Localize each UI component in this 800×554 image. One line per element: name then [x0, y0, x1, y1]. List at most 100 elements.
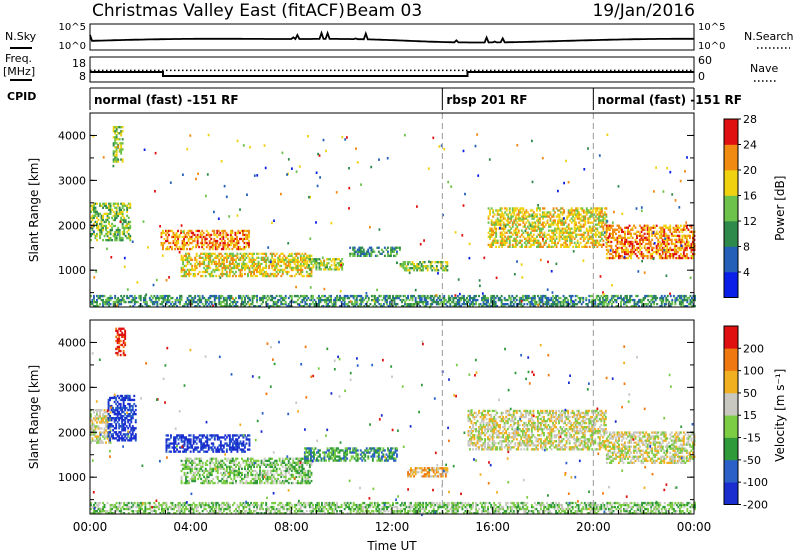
echo-cell	[121, 204, 124, 207]
echo-cell	[191, 300, 194, 304]
echo-cell	[618, 234, 620, 238]
echo-cell	[154, 151, 157, 155]
echo-cell	[516, 233, 519, 236]
echo-cell	[124, 404, 127, 408]
echo-cell	[265, 260, 268, 264]
echo-cell	[496, 211, 499, 214]
echo-cell	[521, 296, 524, 300]
echo-cell	[130, 298, 133, 302]
echo-cell	[199, 231, 202, 235]
echo-cell	[664, 248, 667, 252]
echo-cell	[114, 206, 117, 209]
echo-cell	[554, 239, 557, 242]
echo-cell	[286, 173, 288, 176]
echo-cell	[584, 215, 587, 218]
echo-cell	[127, 433, 130, 436]
echo-cell	[248, 270, 251, 274]
echo-cell	[628, 232, 631, 236]
echo-cell	[689, 234, 691, 238]
echo-cell	[181, 241, 184, 245]
echo-cell	[94, 409, 97, 412]
echo-cell	[259, 296, 262, 300]
echo-cell	[496, 209, 499, 212]
echo-cell	[269, 258, 272, 262]
echo-cell	[619, 242, 622, 246]
echo-cell	[234, 245, 237, 249]
echo-cell	[124, 234, 127, 238]
echo-cell	[500, 303, 503, 306]
echo-cell	[186, 298, 189, 302]
echo-cell	[548, 223, 550, 226]
echo-cell	[109, 230, 112, 234]
echo-cell	[539, 221, 541, 224]
echo-cell	[296, 252, 299, 256]
echo-cell	[651, 248, 654, 252]
echo-cell	[115, 425, 118, 428]
echo-cell	[112, 224, 115, 228]
echo-cell	[196, 241, 199, 245]
echo-cell	[295, 264, 298, 268]
echo-cell	[379, 305, 382, 308]
echo-cell	[399, 263, 402, 266]
echo-cell	[246, 229, 249, 233]
echo-cell	[635, 305, 638, 308]
echo-cell	[490, 233, 493, 236]
echo-cell	[90, 300, 92, 304]
echo-cell	[96, 417, 98, 420]
echo-cell	[567, 181, 570, 184]
echo-cell	[591, 245, 594, 249]
echo-cell	[242, 260, 245, 264]
echo-cell	[490, 235, 493, 238]
echo-cell	[631, 236, 634, 240]
echo-cell	[271, 296, 274, 300]
echo-cell	[235, 300, 237, 304]
echo-cell	[417, 296, 420, 300]
echo-cell	[197, 272, 200, 276]
echo-cell	[103, 220, 106, 224]
echo-cell	[570, 207, 573, 210]
echo-cell	[209, 256, 212, 260]
echo-cell	[636, 230, 639, 234]
echo-cell	[150, 300, 153, 304]
echo-cell	[455, 303, 458, 306]
echo-cell	[106, 226, 109, 230]
echo-cell	[575, 207, 578, 210]
echo-cell	[493, 225, 496, 228]
echo-cell	[646, 228, 649, 231]
echo-cell	[134, 437, 137, 440]
echo-cell	[470, 303, 473, 306]
echo-cell	[675, 228, 678, 231]
echo-cell	[507, 221, 510, 224]
echo-cell	[460, 296, 462, 300]
echo-cell	[571, 303, 574, 306]
echo-cell	[594, 235, 597, 238]
echo-cell	[115, 347, 118, 351]
echo-cell	[672, 230, 675, 234]
echo-cell	[296, 303, 299, 306]
echo-cell	[626, 298, 628, 302]
echo-cell	[618, 240, 620, 244]
echo-cell	[596, 239, 599, 242]
echo-cell	[382, 305, 385, 308]
echo-cell	[554, 211, 557, 214]
echo-cell	[254, 305, 257, 308]
echo-cell	[116, 439, 119, 442]
echo-cell	[603, 217, 606, 220]
echo-cell	[417, 267, 420, 270]
echo-cell	[154, 296, 157, 300]
echo-cell	[247, 254, 249, 258]
echo-cell	[653, 294, 656, 298]
echo-cell	[452, 305, 455, 308]
echo-cell	[318, 294, 320, 298]
echo-cell	[651, 234, 654, 238]
echo-cell	[118, 142, 121, 145]
echo-cell	[685, 242, 688, 246]
echo-cell	[503, 298, 506, 302]
echo-cell	[256, 270, 259, 274]
echo-cell	[182, 266, 185, 270]
echo-cell	[253, 258, 256, 262]
echo-cell	[121, 224, 124, 228]
echo-cell	[346, 294, 349, 298]
echo-cell	[390, 298, 393, 302]
echo-cell	[576, 245, 579, 249]
